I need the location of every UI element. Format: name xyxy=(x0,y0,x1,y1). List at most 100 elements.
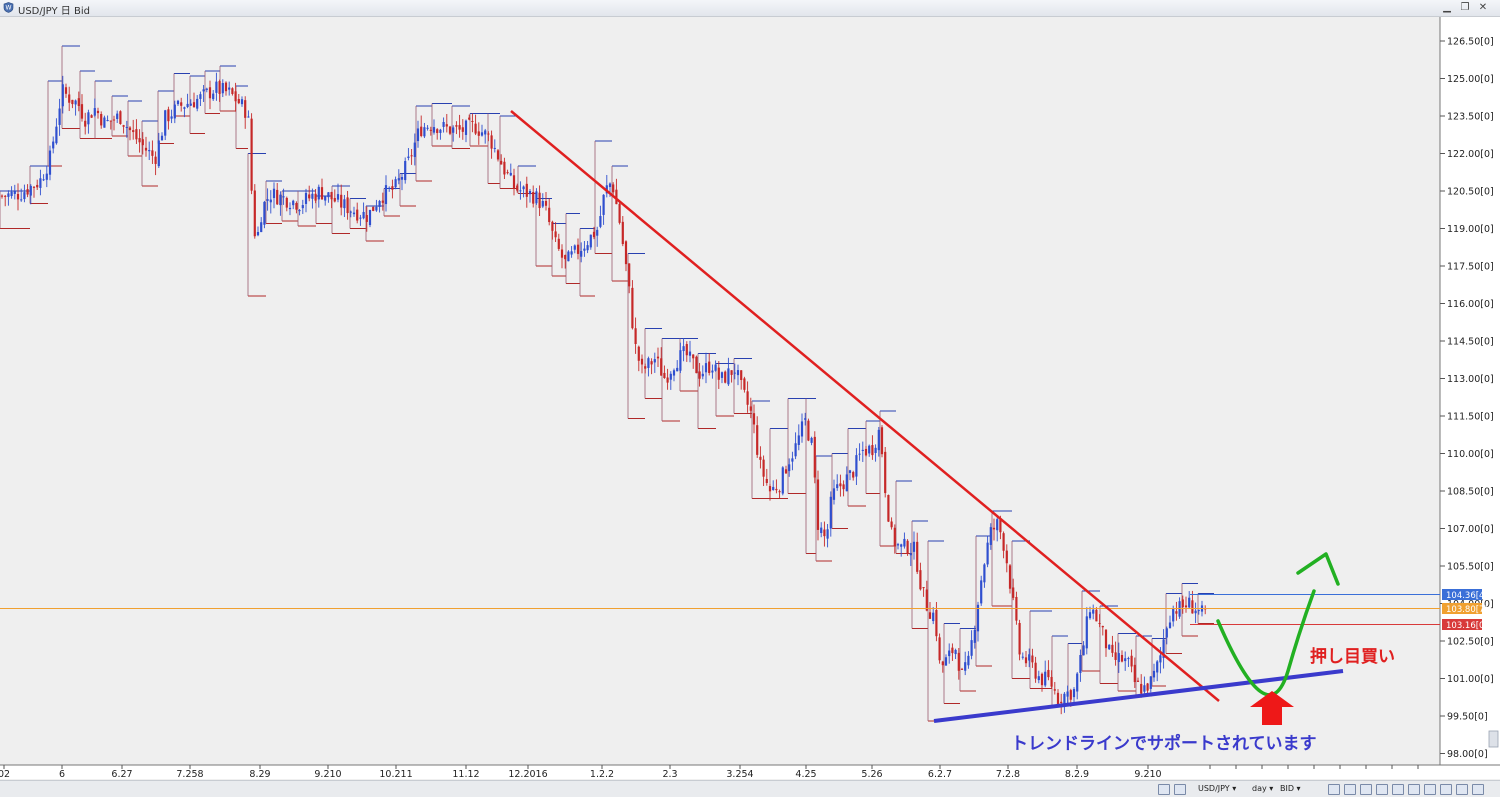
candle-body xyxy=(1063,693,1066,707)
candle-body xyxy=(336,194,340,200)
candle-body xyxy=(407,156,410,158)
candle-body xyxy=(112,119,116,121)
candle-body xyxy=(176,100,180,105)
time-tick-label: 7.2.8 xyxy=(996,769,1020,779)
period-select[interactable]: day ▾ xyxy=(1252,784,1274,793)
price-tick-label: 117.50[0] xyxy=(1447,262,1494,273)
candle-body xyxy=(560,249,564,258)
candle-body xyxy=(244,100,247,118)
price-tick-label: 99.50[0] xyxy=(1447,712,1488,723)
settings-icon[interactable] xyxy=(1456,784,1468,795)
candle-body xyxy=(138,138,141,143)
candle-body xyxy=(650,361,653,365)
candle-body xyxy=(202,89,205,92)
candle-body xyxy=(663,372,666,379)
candle-body xyxy=(973,629,976,643)
candle-body xyxy=(781,467,784,494)
candle-body xyxy=(679,350,682,371)
candle-body xyxy=(144,147,148,151)
candle-body xyxy=(976,604,980,632)
candle-body xyxy=(519,190,522,192)
candle-body xyxy=(410,155,413,157)
candle-body xyxy=(199,94,202,99)
candle-body xyxy=(151,150,154,156)
support-caption: トレンドラインでサポートされています xyxy=(1011,733,1317,754)
candle-body xyxy=(90,115,93,118)
candle-body xyxy=(752,413,756,425)
price-chart[interactable]: 押し目買い トレンドラインでサポートされています 126.50[0] 125.00… xyxy=(0,17,1500,780)
price-tag-label: 103.80[7] xyxy=(1446,605,1488,615)
minimize-icon[interactable]: ▁ xyxy=(1443,2,1451,13)
candle-body xyxy=(704,363,708,373)
print-icon[interactable] xyxy=(1472,784,1484,795)
chart-type-icon[interactable] xyxy=(1328,784,1340,795)
plot-background xyxy=(0,17,1440,765)
scroll-right-button[interactable] xyxy=(1174,784,1186,795)
candle-body xyxy=(228,87,231,90)
candle-body xyxy=(788,464,791,472)
candle-body xyxy=(234,91,237,102)
indicator-icon[interactable] xyxy=(1344,784,1356,795)
candle-body xyxy=(484,130,487,135)
candle-body xyxy=(20,199,23,201)
cursor-icon[interactable] xyxy=(1424,784,1436,795)
candle-body xyxy=(490,135,493,149)
candle-body xyxy=(599,216,602,227)
candle-body xyxy=(807,420,810,441)
candle-body xyxy=(1034,662,1037,679)
candle-body xyxy=(64,87,68,94)
annotation-arrows xyxy=(1216,552,1340,725)
time-tick-label: 10.211 xyxy=(379,769,412,779)
candle-body xyxy=(1197,609,1200,611)
candle-body xyxy=(816,479,820,530)
candle-body xyxy=(640,358,644,365)
candle-body xyxy=(564,254,567,260)
candle-body xyxy=(311,193,314,199)
candle-body xyxy=(906,540,909,554)
candle-body xyxy=(208,87,212,99)
candle-body xyxy=(864,448,868,456)
close-icon[interactable]: ✕ xyxy=(1478,2,1488,13)
candle-body xyxy=(746,391,749,405)
candle-body xyxy=(474,123,477,134)
candle-body xyxy=(829,496,832,529)
crosshair-icon[interactable] xyxy=(1392,784,1404,795)
time-tick-label: 6.27 xyxy=(111,769,132,779)
side-select[interactable]: BID ▾ xyxy=(1280,784,1301,793)
candle-body xyxy=(93,108,96,116)
candle-body xyxy=(301,205,304,209)
candle-body xyxy=(253,190,256,237)
draw-line-icon[interactable] xyxy=(1408,784,1420,795)
candle-body xyxy=(544,200,548,206)
zoom-out-icon[interactable] xyxy=(1376,784,1388,795)
candle-body xyxy=(512,175,516,189)
candle-body xyxy=(461,127,464,132)
candle-body xyxy=(890,521,893,528)
candle-body xyxy=(813,436,816,478)
candle-body xyxy=(884,451,887,494)
instrument-select[interactable]: USD/JPY ▾ xyxy=(1198,784,1237,793)
grid-icon[interactable] xyxy=(1440,784,1452,795)
candle-body xyxy=(1181,599,1184,608)
candle-body xyxy=(810,437,813,443)
candle-body xyxy=(1159,655,1162,663)
candle-body xyxy=(762,459,765,477)
scroll-left-button[interactable] xyxy=(1158,784,1170,795)
candle-body xyxy=(548,207,551,223)
chart-area[interactable]: 押し目買い トレンドラインでサポートされています 126.50[0] 125.00… xyxy=(0,17,1500,780)
vertical-scrollbar[interactable] xyxy=(1488,730,1499,748)
restore-icon[interactable]: ❐ xyxy=(1460,2,1470,13)
candle-body xyxy=(1152,670,1156,678)
zoom-in-icon[interactable] xyxy=(1360,784,1372,795)
candle-body xyxy=(205,88,208,90)
candle-body xyxy=(653,359,656,363)
candle-body xyxy=(868,445,871,454)
candle-body xyxy=(717,367,720,380)
candle-body xyxy=(1175,611,1178,614)
candle-body xyxy=(861,449,864,451)
candle-body xyxy=(698,371,701,379)
price-tick-label: 126.50[0] xyxy=(1447,37,1494,48)
candle-body xyxy=(733,372,736,374)
candle-body xyxy=(1168,622,1172,629)
candle-body xyxy=(7,193,10,197)
